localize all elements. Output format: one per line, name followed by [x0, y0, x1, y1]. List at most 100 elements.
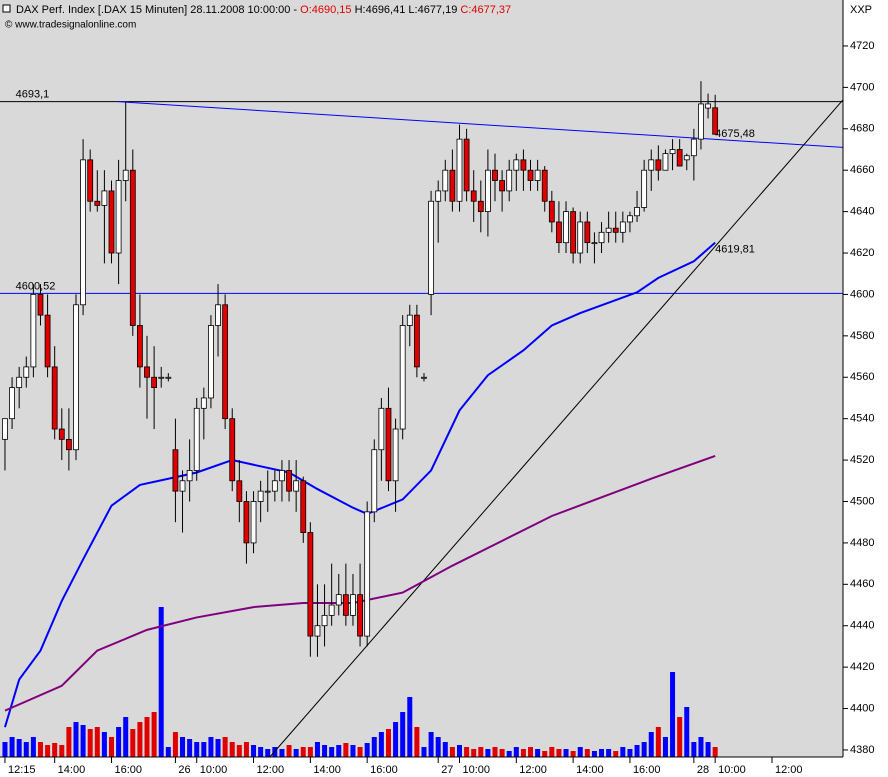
volume-bar	[236, 745, 242, 757]
volume-bar	[215, 739, 221, 757]
volume-bar	[655, 727, 661, 757]
candle-body	[421, 376, 427, 379]
header: DAX Perf. Index [.DAX 15 Minuten] 28.11.…	[16, 4, 511, 16]
plot-layer: 4693,1 4600,52 4675,48 4619,81	[0, 81, 844, 758]
volume-bar	[591, 751, 597, 757]
ohlc-label: L:4677,19	[408, 4, 457, 16]
candle-body	[534, 169, 541, 181]
volume-bar	[343, 743, 349, 757]
candle-body	[151, 376, 158, 389]
volume-bar	[705, 742, 711, 757]
ohlc-label: C:4677,37	[460, 4, 511, 16]
candle-body	[129, 169, 136, 326]
volume-bar	[187, 739, 193, 757]
candle-body	[101, 190, 108, 206]
candle-body	[683, 155, 690, 161]
volume-bar	[307, 747, 313, 757]
candle-body	[690, 138, 697, 157]
candle-body	[399, 325, 406, 430]
y-tick-label: 4640	[850, 206, 874, 218]
volume-bar	[684, 707, 690, 757]
line-label: 4693,1	[16, 89, 50, 101]
candle-body	[314, 625, 321, 637]
x-tick-label: 16:00	[633, 764, 661, 776]
candle-body	[328, 604, 335, 616]
candle-body	[30, 294, 37, 368]
volume-bar	[400, 712, 406, 757]
volume-bar	[30, 737, 36, 757]
volume-bar	[407, 697, 413, 757]
chart-title: DAX Perf. Index [.DAX 15 Minuten] 28.11.…	[16, 4, 300, 16]
volume-bar	[286, 745, 292, 757]
volume-bar	[627, 749, 633, 757]
volume-bar	[385, 729, 391, 757]
x-tick-label: 12:00	[257, 764, 285, 776]
candle-body	[371, 449, 378, 513]
volume-bar	[229, 742, 235, 757]
volume-bar	[123, 717, 129, 757]
candle-body	[563, 211, 569, 244]
volume-bar	[556, 749, 562, 757]
candle-body	[676, 149, 683, 167]
volume-bar	[670, 672, 676, 757]
candle-body	[591, 242, 598, 245]
volume-bar	[251, 745, 257, 757]
volume-bar	[520, 749, 526, 757]
candle-body	[94, 200, 101, 206]
candle-body	[541, 169, 548, 202]
candle-body	[300, 480, 307, 533]
candle-body	[556, 221, 562, 244]
candle-body	[605, 227, 612, 233]
y-tick-label: 4480	[850, 537, 874, 549]
volume-bar	[357, 747, 363, 757]
volume-bar	[300, 747, 306, 757]
candle-body	[364, 511, 371, 637]
volume-bar	[243, 742, 249, 757]
candle-body	[257, 490, 264, 502]
volume-bar	[265, 749, 271, 757]
candle-body	[598, 231, 605, 244]
candle-body	[122, 169, 129, 181]
candle-body	[548, 200, 555, 223]
candle-body	[435, 190, 442, 202]
candle-body	[655, 159, 662, 171]
x-tick-label: 10:00	[200, 764, 228, 776]
copyright: © www.tradesignalonline.com	[5, 20, 136, 31]
candle-body	[200, 397, 207, 409]
volume-bar	[180, 737, 186, 757]
y-tick-label: 4460	[850, 578, 874, 590]
volume-bar	[172, 732, 178, 757]
volume-bar	[101, 732, 107, 757]
volume-bar	[9, 737, 15, 757]
volume-bar	[80, 725, 86, 757]
volume-bar	[165, 747, 171, 757]
ohlc-label: O:4690,15	[300, 4, 351, 16]
candle-body	[37, 294, 44, 316]
volume-bar	[66, 727, 72, 757]
candle-body	[279, 470, 285, 482]
volume-bar	[144, 717, 150, 757]
candle-body	[513, 159, 520, 171]
volume-bar	[59, 745, 65, 757]
x-tick-label: 12:15	[8, 764, 36, 776]
volume-bar	[535, 749, 541, 757]
candle-body	[9, 387, 15, 420]
candle-body	[378, 407, 385, 451]
volume-bar	[542, 751, 548, 757]
volume-bar	[471, 749, 477, 757]
candle-body	[108, 190, 115, 254]
candle-body	[335, 594, 342, 606]
volume-bar	[87, 729, 93, 757]
candle-body	[243, 501, 250, 544]
candle-body	[698, 103, 704, 140]
candle-body	[428, 200, 434, 295]
y-tick-label: 4600	[850, 288, 874, 300]
candle-body	[442, 169, 449, 192]
candle-body	[406, 314, 413, 326]
volume-bar	[393, 722, 399, 757]
candle-body	[492, 169, 498, 181]
y-axis-label: XXP	[850, 4, 872, 16]
x-tick-label: 14:00	[576, 764, 604, 776]
y-tick-label: 4540	[850, 413, 874, 425]
candle-body	[712, 107, 719, 135]
